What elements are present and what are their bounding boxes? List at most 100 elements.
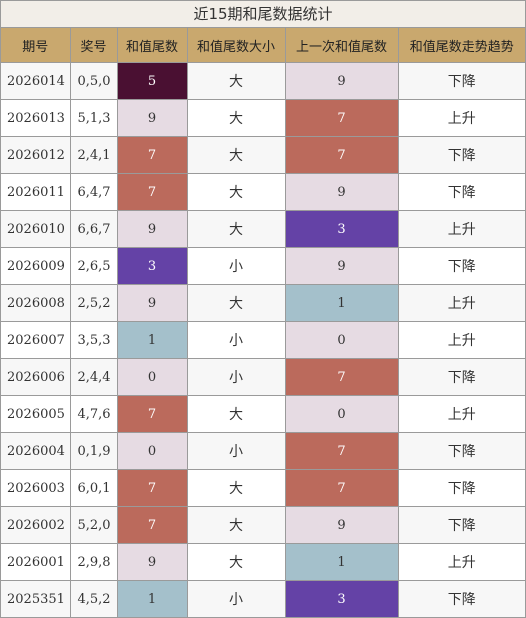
table-row: 2026003 6,0,1 7 大 7 下降 bbox=[1, 469, 525, 507]
cell-issue: 2026013 bbox=[1, 99, 71, 137]
header-issue: 期号 bbox=[1, 28, 71, 63]
cell-trend: 下降 bbox=[397, 432, 525, 470]
cell-size: 大 bbox=[186, 395, 286, 433]
cell-issue: 2026002 bbox=[1, 506, 71, 544]
header-prev-tail: 上一次和值尾数 bbox=[284, 28, 399, 63]
cell-prev-tail: 7 bbox=[284, 358, 399, 396]
cell-issue: 2026004 bbox=[1, 432, 71, 470]
cell-tail: 7 bbox=[116, 136, 188, 174]
cell-tail: 7 bbox=[116, 506, 188, 544]
cell-numbers: 2,9,8 bbox=[69, 543, 118, 581]
cell-issue: 2026009 bbox=[1, 247, 71, 285]
cell-issue: 2026012 bbox=[1, 136, 71, 174]
cell-numbers: 6,4,7 bbox=[69, 173, 118, 211]
cell-prev-tail: 1 bbox=[284, 284, 399, 322]
cell-issue: 2026001 bbox=[1, 543, 71, 581]
table-row: 2026012 2,4,1 7 大 7 下降 bbox=[1, 136, 525, 174]
table-row: 2026005 4,7,6 7 大 0 上升 bbox=[1, 395, 525, 433]
cell-trend: 下降 bbox=[397, 62, 525, 100]
cell-numbers: 2,4,4 bbox=[69, 358, 118, 396]
cell-trend: 下降 bbox=[397, 358, 525, 396]
table-body: 2026014 0,5,0 5 大 9 下降 2026013 5,1,3 9 大 7 上升 202601… bbox=[1, 62, 525, 617]
tail-stats-table: 期号 奖号 和值尾数 和值尾数大小 上一次和值尾数 和值尾数走势趋势 20260… bbox=[1, 28, 525, 617]
cell-prev-tail: 0 bbox=[284, 321, 399, 359]
cell-size: 小 bbox=[186, 321, 286, 359]
cell-size: 大 bbox=[186, 543, 286, 581]
cell-prev-tail: 1 bbox=[284, 543, 399, 581]
cell-numbers: 6,6,7 bbox=[69, 210, 118, 248]
header-numbers: 奖号 bbox=[69, 28, 118, 63]
cell-size: 小 bbox=[186, 580, 286, 617]
cell-size: 小 bbox=[186, 247, 286, 285]
table-row: 2026011 6,4,7 7 大 9 下降 bbox=[1, 173, 525, 211]
cell-tail: 7 bbox=[116, 173, 188, 211]
cell-issue: 2026006 bbox=[1, 358, 71, 396]
cell-prev-tail: 0 bbox=[284, 395, 399, 433]
cell-prev-tail: 7 bbox=[284, 432, 399, 470]
cell-size: 小 bbox=[186, 432, 286, 470]
cell-issue: 2026011 bbox=[1, 173, 71, 211]
cell-prev-tail: 9 bbox=[284, 506, 399, 544]
cell-numbers: 0,1,9 bbox=[69, 432, 118, 470]
cell-numbers: 4,7,6 bbox=[69, 395, 118, 433]
cell-size: 大 bbox=[186, 506, 286, 544]
table-row: 2026008 2,5,2 9 大 1 上升 bbox=[1, 284, 525, 322]
cell-tail: 0 bbox=[116, 432, 188, 470]
cell-tail: 9 bbox=[116, 210, 188, 248]
cell-trend: 上升 bbox=[397, 284, 525, 322]
cell-trend: 下降 bbox=[397, 580, 525, 617]
cell-tail: 1 bbox=[116, 580, 188, 617]
header-trend: 和值尾数走势趋势 bbox=[397, 28, 525, 63]
table-row: 2026007 3,5,3 1 小 0 上升 bbox=[1, 321, 525, 359]
cell-trend: 下降 bbox=[397, 173, 525, 211]
cell-prev-tail: 9 bbox=[284, 173, 399, 211]
cell-prev-tail: 3 bbox=[284, 210, 399, 248]
cell-trend: 上升 bbox=[397, 99, 525, 137]
cell-trend: 下降 bbox=[397, 506, 525, 544]
cell-issue: 2025351 bbox=[1, 580, 71, 617]
table-row: 2026014 0,5,0 5 大 9 下降 bbox=[1, 62, 525, 100]
cell-issue: 2026010 bbox=[1, 210, 71, 248]
cell-numbers: 3,5,3 bbox=[69, 321, 118, 359]
header-row: 期号 奖号 和值尾数 和值尾数大小 上一次和值尾数 和值尾数走势趋势 bbox=[1, 28, 525, 63]
cell-prev-tail: 3 bbox=[284, 580, 399, 617]
header-tail: 和值尾数 bbox=[116, 28, 188, 63]
cell-trend: 上升 bbox=[397, 210, 525, 248]
cell-size: 小 bbox=[186, 358, 286, 396]
cell-trend: 下降 bbox=[397, 247, 525, 285]
cell-tail: 9 bbox=[116, 543, 188, 581]
table-row: 2025351 4,5,2 1 小 3 下降 bbox=[1, 580, 525, 617]
cell-issue: 2026003 bbox=[1, 469, 71, 507]
cell-tail: 1 bbox=[116, 321, 188, 359]
cell-trend: 下降 bbox=[397, 469, 525, 507]
header-size: 和值尾数大小 bbox=[186, 28, 286, 63]
cell-issue: 2026008 bbox=[1, 284, 71, 322]
cell-numbers: 2,5,2 bbox=[69, 284, 118, 322]
cell-numbers: 5,1,3 bbox=[69, 99, 118, 137]
table-row: 2026006 2,4,4 0 小 7 下降 bbox=[1, 358, 525, 396]
cell-prev-tail: 9 bbox=[284, 62, 399, 100]
cell-tail: 9 bbox=[116, 284, 188, 322]
cell-size: 大 bbox=[186, 173, 286, 211]
cell-size: 大 bbox=[186, 469, 286, 507]
cell-trend: 下降 bbox=[397, 136, 525, 174]
cell-tail: 9 bbox=[116, 99, 188, 137]
table-row: 2026002 5,2,0 7 大 9 下降 bbox=[1, 506, 525, 544]
cell-numbers: 6,0,1 bbox=[69, 469, 118, 507]
cell-size: 大 bbox=[186, 136, 286, 174]
cell-tail: 3 bbox=[116, 247, 188, 285]
table-row: 2026013 5,1,3 9 大 7 上升 bbox=[1, 99, 525, 137]
cell-trend: 上升 bbox=[397, 395, 525, 433]
cell-numbers: 2,6,5 bbox=[69, 247, 118, 285]
cell-numbers: 2,4,1 bbox=[69, 136, 118, 174]
cell-trend: 上升 bbox=[397, 321, 525, 359]
cell-tail: 7 bbox=[116, 469, 188, 507]
table-row: 2026001 2,9,8 9 大 1 上升 bbox=[1, 543, 525, 581]
table-title: 近15期和尾数据统计 bbox=[1, 0, 525, 28]
cell-prev-tail: 7 bbox=[284, 469, 399, 507]
table-row: 2026009 2,6,5 3 小 9 下降 bbox=[1, 247, 525, 285]
cell-issue: 2026005 bbox=[1, 395, 71, 433]
cell-prev-tail: 7 bbox=[284, 99, 399, 137]
cell-size: 大 bbox=[186, 210, 286, 248]
